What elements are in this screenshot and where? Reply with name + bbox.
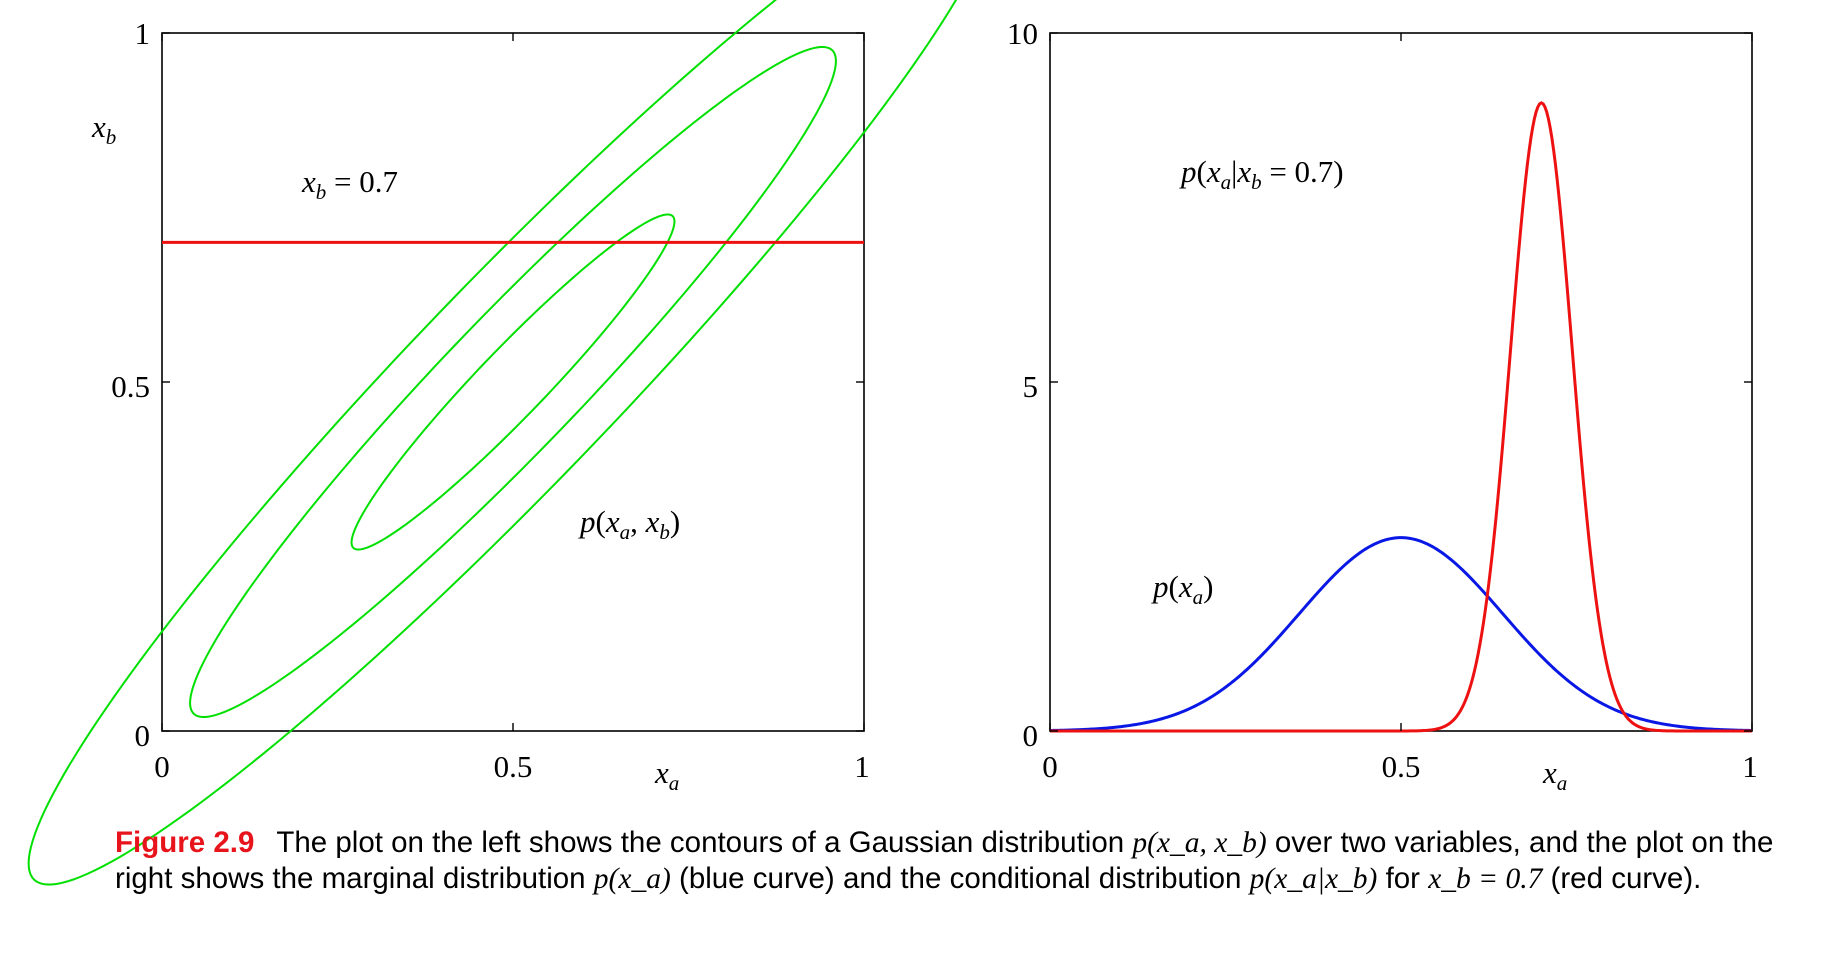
contour-group bbox=[27, 0, 958, 886]
caption-text-2: over two variables, and the plot on the … bbox=[115, 826, 1774, 895]
right-y-tick-0: 0 bbox=[1023, 718, 1039, 753]
right-tick-marks bbox=[1049, 32, 1753, 732]
right-x-axis-label: xa bbox=[1542, 755, 1567, 795]
figure-caption: Figure 2.9 The plot on the left shows the… bbox=[115, 825, 1815, 897]
left-x-tick-05: 0.5 bbox=[494, 749, 533, 784]
caption-math-conditional: p(x_a|x_b) bbox=[1249, 863, 1378, 895]
left-x-tick-0: 0 bbox=[154, 749, 170, 784]
right-y-tick-10: 10 bbox=[1007, 16, 1038, 51]
left-panel: 1 0.5 0 0 0.5 1 xa xb xb = 0.7 p(xa, xb) bbox=[27, 0, 958, 886]
caption-text-3: (blue curve) and the conditional distrib… bbox=[670, 862, 1250, 895]
conditional-curve bbox=[1050, 101, 1752, 733]
right-x-tick-05: 0.5 bbox=[1382, 749, 1421, 784]
marginal-curve bbox=[1049, 536, 1753, 732]
caption-text-4: for bbox=[1377, 862, 1429, 895]
conditional-dist-label: p(xa|xb = 0.7) bbox=[1179, 154, 1344, 194]
caption-text-1: The plot on the left shows the contours … bbox=[276, 826, 1133, 859]
conditioning-line-label: xb = 0.7 bbox=[301, 164, 398, 204]
caption-text-5: (red curve). bbox=[1542, 862, 1702, 895]
left-tick-marks bbox=[161, 32, 865, 732]
joint-dist-label: p(xa, xb) bbox=[578, 504, 680, 544]
contour-ellipse bbox=[189, 45, 837, 719]
figure-label: Figure 2.9 bbox=[115, 826, 255, 859]
left-y-tick-0: 0 bbox=[135, 718, 151, 753]
caption-math-joint: p(x_a, x_b) bbox=[1132, 827, 1267, 859]
right-panel: 10 5 0 0 0.5 1 xa p(xa|xb = 0.7) p(xa) bbox=[1007, 16, 1758, 795]
contour-ellipse bbox=[350, 213, 676, 551]
caption-math-xb: x_b = 0.7 bbox=[1428, 863, 1543, 895]
left-x-tick-1: 1 bbox=[854, 749, 870, 784]
left-axes-frame bbox=[161, 32, 865, 732]
left-y-axis-label: xb bbox=[91, 109, 116, 149]
left-x-axis-label: xa bbox=[654, 755, 679, 795]
left-y-tick-1: 1 bbox=[135, 16, 151, 51]
left-y-tick-05: 0.5 bbox=[111, 369, 150, 404]
contour-ellipse bbox=[27, 0, 958, 886]
right-x-tick-0: 0 bbox=[1042, 749, 1058, 784]
right-axes-frame bbox=[1049, 32, 1753, 732]
marginal-dist-label: p(xa) bbox=[1151, 569, 1213, 609]
right-x-tick-1: 1 bbox=[1742, 749, 1758, 784]
right-y-tick-5: 5 bbox=[1023, 369, 1039, 404]
caption-math-marginal: p(x_a) bbox=[593, 863, 671, 895]
